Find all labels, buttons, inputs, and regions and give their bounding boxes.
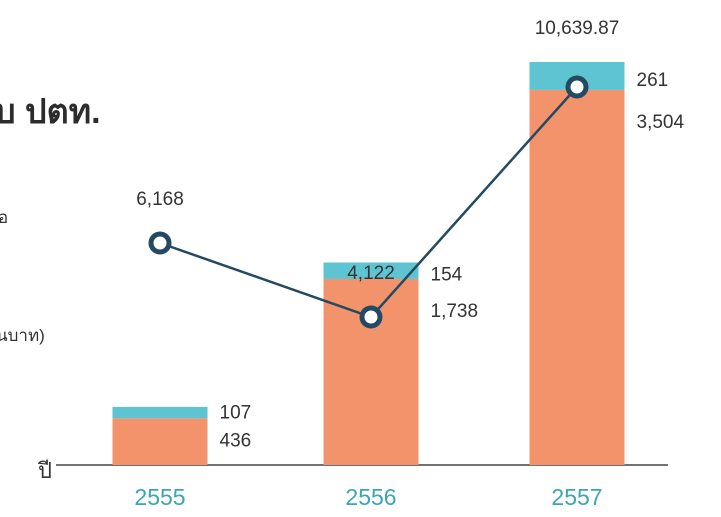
side-text-2: นบาท) <box>0 326 45 345</box>
total-label-2557: 10,639.87 <box>535 18 620 39</box>
data-label-2556-top: 154 <box>431 265 463 286</box>
line-label-2556: 4,122 <box>347 263 395 284</box>
bar-segment-2557-bottom <box>529 89 625 466</box>
line-marker-2556 <box>359 305 383 329</box>
data-label-2557-top: 261 <box>637 70 669 91</box>
x-tick-label-2557: 2557 <box>551 484 602 510</box>
data-label-2556-bottom: 1,738 <box>431 301 479 322</box>
bar-segment-2555-top <box>112 406 208 419</box>
chart-title-fragment: บ ปตท. <box>0 93 101 131</box>
x-tick-label-2556: 2556 <box>345 484 396 510</box>
line-label-2555: 6,168 <box>136 189 184 210</box>
x-tick-label-2555: 2555 <box>134 484 185 510</box>
side-text-1: อ <box>0 208 9 227</box>
x-axis-label: ปี <box>38 458 52 483</box>
data-label-2557-bottom: 3,504 <box>637 112 685 133</box>
data-label-2555-bottom: 436 <box>220 430 252 451</box>
bar-segment-2556-top <box>323 262 419 279</box>
line-marker-2557 <box>565 75 589 99</box>
line-marker-2555 <box>148 231 172 255</box>
bar-segment-2555-bottom <box>112 418 208 465</box>
data-label-2555-top: 107 <box>220 403 252 424</box>
